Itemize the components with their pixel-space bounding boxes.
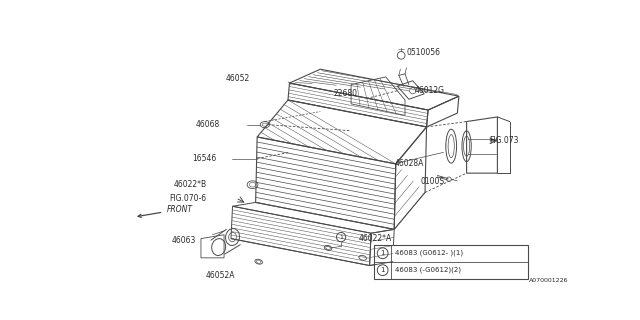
Bar [374, 245, 528, 279]
Text: 0510056: 0510056 [406, 48, 440, 57]
Text: 22680: 22680 [333, 89, 357, 98]
Text: 16546: 16546 [192, 154, 216, 163]
Text: 46028A: 46028A [394, 159, 424, 168]
Text: A070001226: A070001226 [529, 278, 568, 283]
Text: 46022*A: 46022*A [359, 234, 392, 243]
Text: 1: 1 [380, 267, 385, 273]
Text: 1: 1 [380, 250, 385, 256]
Text: 46052: 46052 [225, 74, 250, 83]
Text: 46052A: 46052A [205, 271, 235, 280]
Text: 46083 (G0612- )(1): 46083 (G0612- )(1) [395, 250, 463, 257]
Text: 46022*B: 46022*B [173, 180, 206, 189]
Text: 1: 1 [339, 235, 343, 240]
Text: 46083 (-G0612)(2): 46083 (-G0612)(2) [395, 267, 461, 273]
Text: 46012G: 46012G [414, 86, 444, 95]
Text: 46068: 46068 [196, 120, 220, 129]
Text: FIG.073: FIG.073 [490, 136, 519, 145]
Text: 46063: 46063 [171, 236, 196, 245]
Text: 0100S: 0100S [420, 177, 445, 186]
Text: FIG.070-6: FIG.070-6 [169, 194, 206, 203]
Text: FRONT: FRONT [138, 205, 192, 217]
